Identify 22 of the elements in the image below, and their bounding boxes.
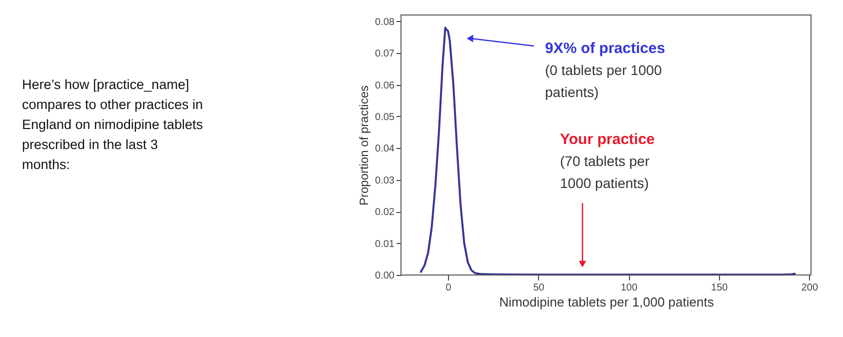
annotation: (0 tablets per 1000 patients): [545, 62, 662, 100]
text: Here’s how [practice_name] compares to other practices in England on nimodipine tablets prescribed in the last 3 months:: [22, 77, 204, 172]
x-tick-label: 150: [711, 282, 728, 294]
x-tick-label: 0: [446, 282, 452, 294]
y-tick-label: 0.05: [375, 112, 395, 123]
line-series: [420, 26, 796, 276]
annotation: 9X% of practices: [545, 40, 666, 57]
annotation: Your practice: [560, 131, 655, 148]
y-tick-label: 0.00: [375, 270, 395, 282]
y-tick-label: 0.04: [375, 144, 395, 155]
y-tick-label: 0.07: [375, 48, 395, 60]
y-tick-label: 0.08: [375, 16, 395, 28]
x-tick-label: 200: [801, 282, 818, 294]
y-axis-title: Proportion of practices: [357, 85, 372, 206]
y-tick-label: 0.03: [375, 175, 395, 186]
x-tick-label: 50: [533, 282, 545, 294]
y-tick-label: 0.01: [375, 238, 395, 250]
y-tick-label: 0.06: [375, 80, 395, 92]
y-tick-label: 0.02: [375, 207, 395, 218]
annotation: (70 tablets per 1000 patients): [560, 153, 650, 191]
x-tick-label: 100: [620, 282, 638, 294]
x-axis-title: Nimodipine tablets per 1,000 patients: [499, 294, 714, 310]
